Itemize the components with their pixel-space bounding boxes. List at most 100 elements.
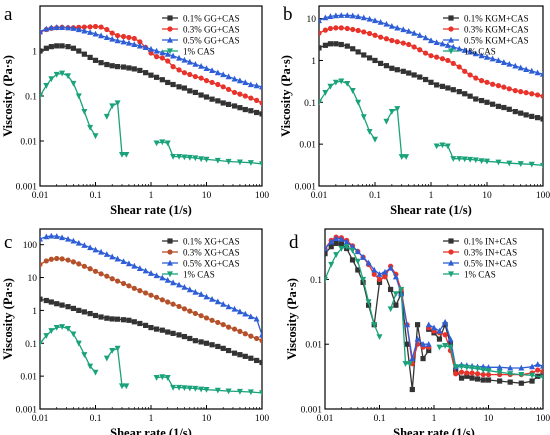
data-point	[176, 384, 183, 391]
data-point	[65, 257, 71, 263]
data-point	[43, 45, 49, 51]
data-point	[474, 376, 481, 382]
data-point	[48, 232, 55, 239]
data-point	[87, 266, 93, 272]
y-tick-label: 0.1	[25, 340, 37, 350]
data-point	[236, 308, 243, 315]
data-point	[417, 47, 423, 53]
data-point	[153, 294, 160, 300]
data-point	[198, 75, 204, 81]
data-point	[43, 258, 49, 264]
data-point	[142, 44, 149, 51]
data-point	[75, 26, 82, 33]
series-line	[40, 72, 97, 137]
data-point	[480, 367, 487, 374]
data-point	[394, 39, 400, 45]
data-point	[187, 88, 193, 94]
data-point	[192, 288, 199, 295]
data-point	[319, 45, 322, 51]
series-line	[106, 101, 127, 156]
data-point	[59, 302, 65, 308]
panel-label: b	[283, 4, 293, 25]
data-point	[411, 44, 417, 50]
data-point	[444, 143, 451, 150]
data-point	[198, 386, 205, 393]
data-point	[480, 377, 486, 383]
data-point	[118, 151, 125, 158]
data-point	[120, 317, 127, 323]
data-point	[104, 315, 110, 321]
data-point	[70, 80, 77, 87]
data-point	[81, 51, 87, 57]
data-point	[76, 307, 82, 314]
data-point	[458, 369, 465, 375]
legend-entry: 0.3% KGM+CAS	[464, 24, 529, 34]
x-axis-label: Shear rate (1/s)	[390, 203, 472, 217]
data-point	[176, 154, 183, 160]
data-point	[236, 159, 243, 166]
data-point	[406, 361, 413, 367]
data-point	[382, 274, 388, 280]
data-point	[176, 281, 183, 288]
data-point	[366, 30, 373, 37]
data-point	[40, 340, 43, 347]
data-point	[98, 32, 105, 39]
data-point	[242, 331, 248, 337]
legend-entry: 1% CAS	[183, 269, 215, 279]
data-point	[148, 72, 154, 78]
data-point	[40, 296, 43, 302]
data-point	[159, 139, 166, 146]
data-point	[209, 295, 216, 302]
data-point	[104, 26, 110, 33]
data-point	[411, 29, 418, 36]
data-point	[114, 345, 121, 352]
data-point	[209, 96, 215, 102]
data-point	[355, 49, 361, 55]
data-point	[354, 248, 361, 255]
data-point	[442, 322, 448, 328]
data-point	[325, 245, 328, 252]
data-point	[534, 361, 541, 367]
data-point	[534, 115, 541, 121]
data-point	[87, 363, 94, 370]
x-tick-label: 100	[255, 414, 270, 424]
data-point	[192, 89, 198, 96]
data-point	[388, 286, 394, 293]
data-point	[247, 81, 254, 88]
data-point	[349, 247, 356, 254]
data-point	[48, 299, 54, 305]
data-point	[242, 79, 249, 86]
data-point	[181, 85, 188, 91]
data-point	[366, 55, 373, 61]
series-group	[40, 232, 262, 397]
data-point	[469, 370, 475, 376]
data-point	[534, 69, 541, 76]
data-point	[203, 293, 210, 300]
data-point	[159, 77, 165, 83]
data-point	[170, 279, 177, 286]
data-point	[484, 158, 490, 165]
data-point	[392, 291, 399, 297]
data-point	[489, 55, 496, 62]
data-point	[231, 326, 238, 332]
data-point	[136, 265, 143, 271]
data-point	[137, 67, 143, 74]
series-line	[436, 144, 543, 167]
data-point	[507, 371, 514, 377]
data-point	[350, 46, 356, 52]
data-point	[322, 14, 329, 21]
data-point	[192, 385, 199, 392]
data-point	[131, 285, 137, 291]
data-point	[259, 359, 262, 366]
legend-marker	[448, 48, 454, 55]
data-point	[361, 52, 367, 58]
data-point	[164, 140, 171, 147]
data-point	[523, 112, 529, 118]
data-point	[214, 69, 221, 76]
data-point	[43, 333, 50, 339]
data-point	[327, 13, 334, 19]
data-point	[344, 25, 350, 32]
data-point	[109, 30, 115, 36]
y-tick-label: 0.001	[16, 406, 38, 416]
data-point	[164, 50, 171, 57]
